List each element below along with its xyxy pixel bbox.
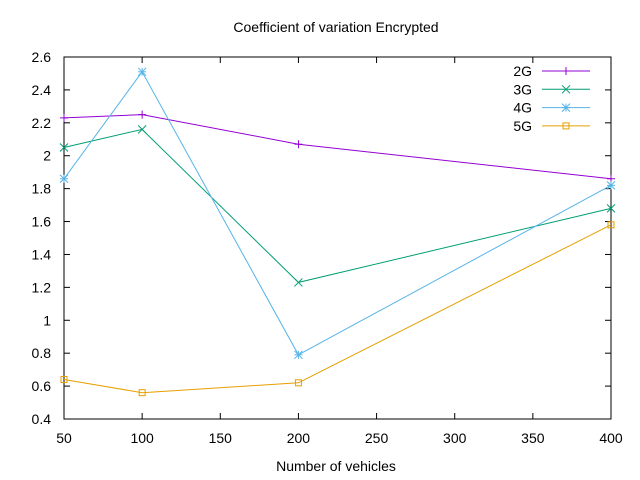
chart-title: Coefficient of variation Encrypted	[233, 19, 438, 35]
y-tick-label: 0.8	[32, 345, 52, 361]
y-tick-label: 1.4	[32, 246, 52, 262]
data-point	[59, 143, 69, 152]
data-point	[294, 350, 303, 360]
legend-entry: 5G	[513, 118, 590, 134]
series-layer	[59, 67, 616, 397]
y-tick-label: 0.6	[32, 378, 52, 394]
series-line	[63, 70, 612, 356]
legend: 2G 3G 4G 5G	[513, 63, 590, 134]
data-point	[294, 379, 302, 387]
data-point	[138, 389, 146, 397]
legend-marker	[562, 67, 570, 75]
series-5g	[60, 221, 615, 397]
x-tick-label: 150	[209, 430, 233, 446]
y-tick-label: 1	[43, 312, 51, 328]
legend-entry: 2G	[513, 63, 590, 79]
legend-label: 2G	[513, 63, 532, 79]
legend-entry: 3G	[513, 81, 590, 97]
legend-label: 5G	[513, 118, 532, 134]
x-tick-label: 100	[130, 430, 154, 446]
data-point	[607, 221, 615, 229]
data-point	[606, 180, 616, 190]
series-line	[63, 224, 612, 394]
data-point	[60, 113, 68, 122]
y-tick-label: 2.2	[32, 115, 52, 131]
y-tick-label: 1.6	[32, 214, 52, 230]
series-4g	[59, 67, 616, 360]
plot-frame	[63, 56, 612, 420]
x-tick-label: 250	[365, 430, 389, 446]
x-tick-label: 200	[287, 430, 311, 446]
x-tick-label: 350	[521, 430, 545, 446]
x-tick-label: 300	[443, 430, 467, 446]
x-tick-label: 50	[56, 430, 72, 446]
series-2g	[60, 110, 615, 183]
axes: 0.4 0.6 0.8 1 1.2 1.4 1.6 1.8 2 2.2 2.4 2.6 50 100 150…	[32, 49, 623, 446]
y-tick-label: 1.8	[32, 181, 52, 197]
y-tick-label: 2	[43, 148, 51, 164]
x-axis-label: Number of vehicles	[276, 458, 396, 474]
legend-entry: 4G	[513, 100, 590, 116]
y-tick-label: 1.2	[32, 279, 52, 295]
legend-marker	[561, 103, 571, 112]
legend-label: 4G	[513, 100, 532, 116]
series-line	[63, 114, 612, 180]
y-tick-label: 2.4	[32, 82, 52, 98]
data-point	[137, 67, 147, 77]
x-tick-label: 400	[599, 430, 623, 446]
data-point	[59, 174, 69, 184]
legend-marker	[561, 84, 571, 94]
series-3g	[59, 125, 616, 287]
legend-marker	[562, 122, 570, 130]
data-point	[138, 110, 147, 119]
data-point	[294, 278, 303, 287]
data-point	[294, 140, 303, 149]
legend-label: 3G	[513, 81, 532, 97]
data-point	[60, 376, 68, 384]
data-point	[606, 204, 616, 213]
data-point	[137, 125, 147, 134]
series-line	[63, 128, 612, 283]
y-tick-label: 0.4	[32, 411, 52, 427]
y-tick-label: 2.6	[32, 49, 52, 65]
